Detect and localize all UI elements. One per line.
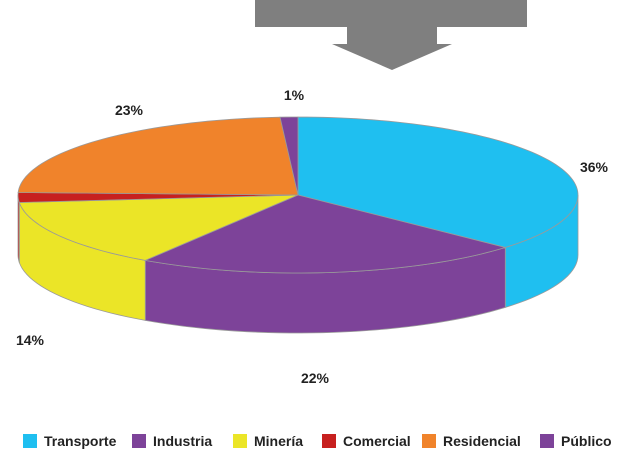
pie-slice-mineria bbox=[18, 194, 299, 261]
data-label-residencial: 23% bbox=[115, 102, 144, 118]
pie-slice-industria bbox=[143, 194, 507, 274]
legend-label: Industria bbox=[153, 433, 212, 449]
legend-item-transporte: Transporte bbox=[23, 433, 117, 449]
legend-item-publico: Público bbox=[540, 433, 612, 449]
legend-swatch bbox=[132, 434, 146, 448]
pie-slices bbox=[17, 116, 579, 274]
pie-slice-publico bbox=[279, 116, 299, 196]
data-label-transporte: 36% bbox=[580, 159, 609, 175]
legend-label: Transporte bbox=[44, 433, 117, 449]
legend-swatch bbox=[23, 434, 37, 448]
legend-label: Comercial bbox=[343, 433, 411, 449]
pie-labels: 36% 22% 14% 23% 1% bbox=[16, 87, 609, 386]
legend-swatch bbox=[422, 434, 436, 448]
legend-swatch bbox=[233, 434, 247, 448]
down-arrow-icon bbox=[255, 0, 527, 70]
data-label-industria: 22% bbox=[301, 370, 330, 386]
legend-item-industria: Industria bbox=[132, 433, 212, 449]
legend-label: Residencial bbox=[443, 433, 521, 449]
legend-item-mineria: Minería bbox=[233, 433, 303, 449]
legend-item-comercial: Comercial bbox=[322, 433, 411, 449]
pie-side-comercial bbox=[17, 194, 20, 263]
data-label-publico: 1% bbox=[284, 87, 305, 103]
data-label-mineria: 14% bbox=[16, 332, 45, 348]
arrow-shape bbox=[255, 0, 527, 70]
pie-slice-residencial bbox=[17, 116, 299, 196]
legend-swatch bbox=[540, 434, 554, 448]
pie-slice-transporte bbox=[297, 116, 579, 248]
legend-label: Público bbox=[561, 433, 612, 449]
legend: Transporte Industria Minería Comercial Resid… bbox=[23, 433, 612, 449]
legend-swatch bbox=[322, 434, 336, 448]
legend-label: Minería bbox=[254, 433, 303, 449]
legend-item-residencial: Residencial bbox=[422, 433, 521, 449]
